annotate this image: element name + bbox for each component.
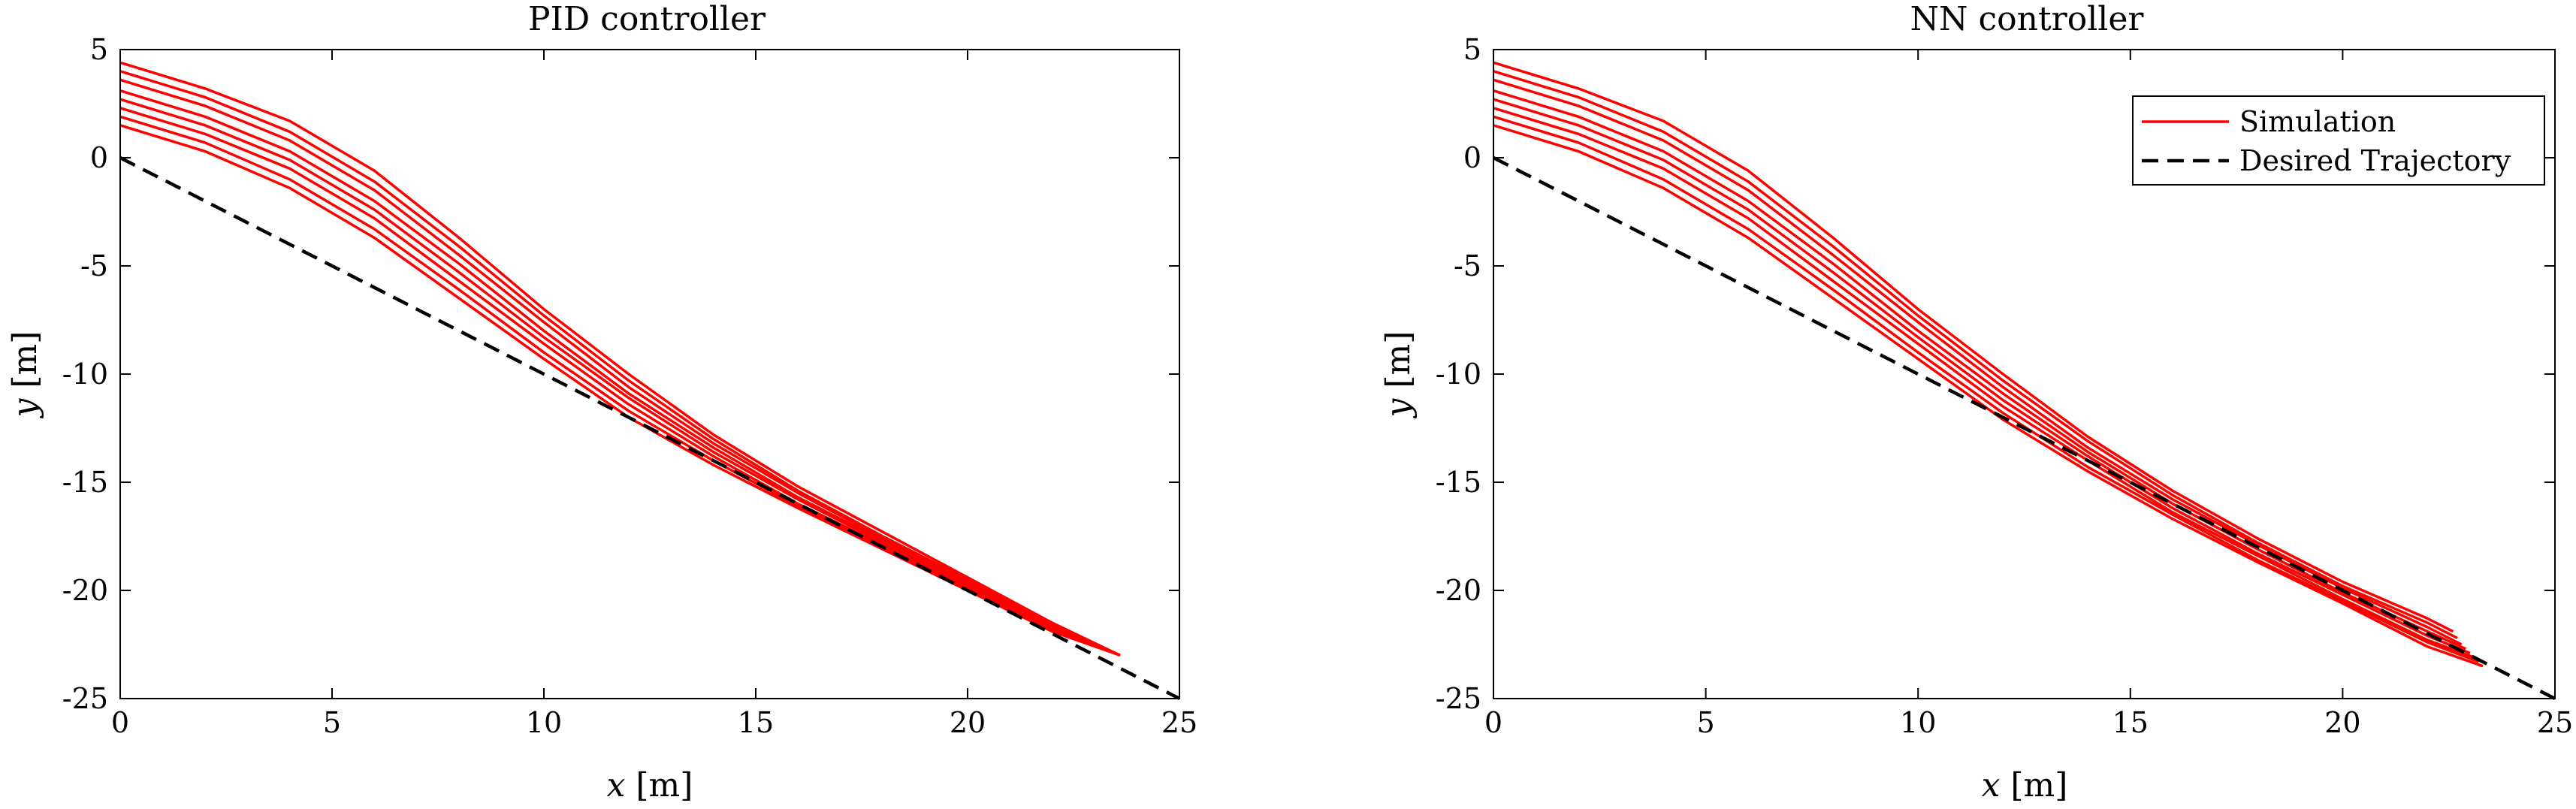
x-tick-label: 20 [950,706,986,739]
tick-labels: 0 5 10 15 20 25 5 0 -5 -10 -15 -20 -25 [62,33,1197,739]
y-tick-label: -20 [1436,574,1481,607]
y-tick-label: -10 [62,358,108,391]
plot-area [1492,61,2556,701]
chart-pid-controller: PID controller x [m] y [m] 0 5 10 15 20 2550-… [6,0,1197,804]
y-tick-label: 5 [90,33,108,66]
x-tick-label: 0 [111,706,129,739]
legend-box [2132,95,2545,186]
desired-trajectory-line [119,155,1181,701]
simulation-line [1493,115,2479,663]
x-tick-label: 15 [738,706,774,739]
x-tick-label: 5 [323,706,341,739]
chart-nn-controller: NN controller x [m] y [m] 0 5 10 15 20 25 5 0 -5… [1379,0,2573,804]
simulation-line [1493,98,2471,655]
y-tick-label: 0 [1463,141,1481,174]
y-tick-label: 5 [1463,33,1481,66]
x-axis-label: x [m] [607,766,693,804]
y-tick-label: -20 [62,574,108,607]
x-tick-label: 20 [2324,706,2360,739]
simulation-line [119,115,1121,657]
simulation-line [1493,89,2467,651]
desired-trajectory-line [1492,155,2556,701]
x-tick-label: 5 [1697,706,1715,739]
simulation-line [1493,78,2463,646]
plot-area [119,61,1181,701]
simulation-line [119,98,1121,657]
simulation-line [1493,107,2475,659]
x-tick-label: 15 [2112,706,2149,739]
y-tick-label: -25 [1436,682,1481,715]
simulation-line [1493,124,2484,668]
x-axis-label: x [m] [1982,766,2068,804]
x-tick-label: 25 [1161,706,1197,739]
simulation-line [119,61,1121,657]
tick-labels: 0 5 10 15 20 25 5 0 -5 -10 -15 -20 -25 [1436,33,2573,739]
simulation-line [1493,70,2458,639]
legend-label: Simulation [2239,105,2396,138]
y-axis-label: y [m] [6,331,44,419]
x-tick-label: 10 [526,706,562,739]
chart-title: NN controller [1910,0,2145,38]
x-tick-label: 10 [1900,706,1936,739]
simulation-line [119,78,1121,657]
y-tick-label: -25 [62,682,108,715]
chart-title: PID controller [528,0,766,38]
legend: Simulation Desired Trajectory [2132,95,2545,186]
simulation-line [119,89,1121,657]
y-axis-label: y [m] [1379,331,1418,419]
y-tick-label: -5 [80,249,108,282]
legend-label: Desired Trajectory [2239,144,2511,177]
y-tick-label: 0 [90,141,108,174]
simulation-line [1493,61,2454,633]
x-tick-label: 0 [1484,706,1502,739]
x-tick-label: 25 [2537,706,2573,739]
y-tick-label: -10 [1436,358,1481,391]
simulation-line [119,70,1121,657]
y-tick-label: -5 [1454,249,1481,282]
y-tick-label: -15 [1436,466,1481,499]
y-tick-label: -15 [62,466,108,499]
simulation-line [119,107,1121,657]
